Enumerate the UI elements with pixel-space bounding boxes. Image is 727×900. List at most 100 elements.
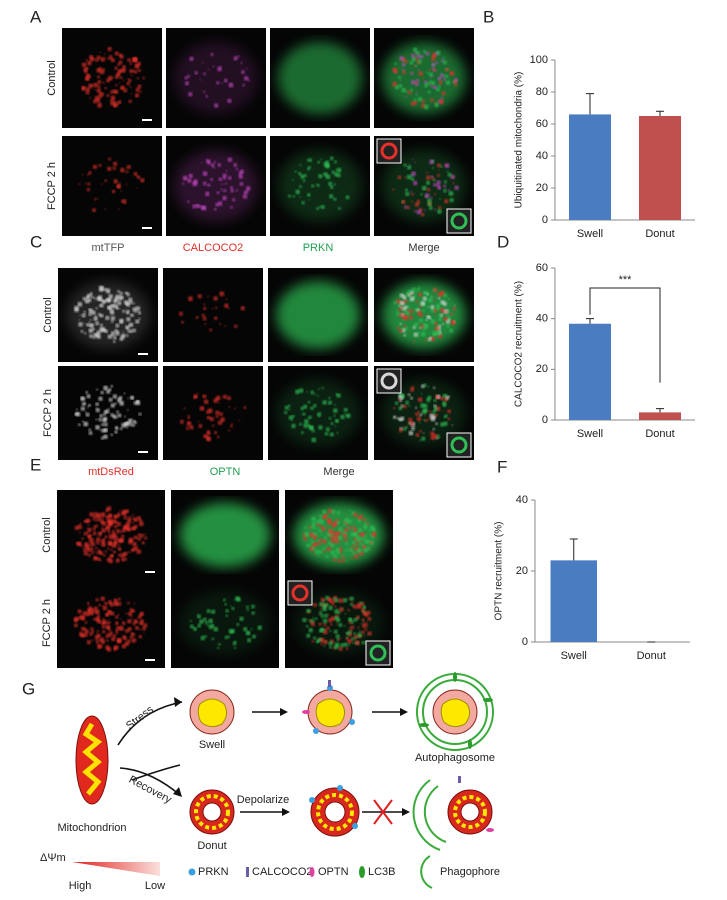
organelle-signal (92, 617, 96, 621)
inset-signal (369, 644, 387, 662)
organelle-signal (128, 324, 132, 327)
micrograph (62, 28, 162, 128)
organelle-signal (132, 609, 136, 613)
micrograph (374, 28, 474, 128)
column-label: Merge (323, 466, 354, 478)
organelle-signal (123, 515, 128, 520)
organelle-signal (89, 512, 94, 517)
organelle-signal (440, 96, 444, 100)
organelle-signal (347, 609, 350, 612)
organelle-signal (392, 67, 398, 73)
organelle-signal (81, 626, 86, 631)
organelle-signal (200, 635, 206, 641)
organelle-signal (82, 615, 86, 618)
organelle-signal (108, 533, 112, 537)
organelle-signal (114, 51, 119, 56)
organelle-signal (138, 521, 144, 527)
panel-letter: G (22, 679, 35, 698)
micrograph (374, 268, 474, 362)
organelle-signal (302, 533, 306, 537)
organelle-signal (121, 69, 125, 72)
organelle-signal (240, 306, 245, 311)
organelle-signal (426, 175, 431, 180)
organelle-signal (405, 60, 409, 64)
organelle-signal (102, 81, 105, 84)
organelle-signal (404, 205, 408, 209)
organelle-signal (413, 180, 418, 186)
organelle-signal (434, 326, 440, 331)
organelle-signal (114, 520, 118, 525)
micrograph (268, 366, 368, 460)
organelle-signal (336, 618, 341, 623)
organelle-signal (437, 209, 442, 214)
organelle-signal (85, 76, 90, 81)
organelle-signal (236, 55, 240, 59)
organelle-signal (110, 548, 113, 551)
potential-label: ΔΨm (40, 852, 66, 864)
organelle-signal (328, 618, 333, 623)
organelle-signal (233, 163, 238, 167)
organelle-signal (101, 521, 107, 526)
organelle-signal (138, 628, 141, 631)
organelle-signal (329, 629, 332, 633)
organelle-signal (142, 76, 145, 80)
organelle-signal (128, 78, 132, 83)
organelle-signal (219, 291, 225, 297)
organelle-signal (353, 634, 358, 639)
organelle-signal (141, 541, 144, 544)
x-tick-label: Swell (577, 428, 603, 440)
organelle-signal (126, 518, 132, 523)
organelle-signal (328, 396, 331, 400)
organelle-signal (127, 397, 129, 400)
organelle-signal (95, 306, 98, 310)
organelle-signal (82, 545, 85, 548)
organelle-signal (449, 71, 455, 77)
organelle-signal (400, 327, 404, 330)
organelle-signal (117, 413, 122, 418)
cytosol-signal (382, 281, 466, 349)
organelle-signal (412, 325, 416, 329)
organelle-signal (431, 338, 435, 342)
organelle-signal (430, 175, 434, 178)
organelle-signal (94, 546, 98, 550)
organelle-signal (303, 404, 308, 409)
organelle-signal (95, 408, 100, 413)
organelle-signal (86, 187, 91, 192)
column-label: OPTN (210, 466, 241, 478)
organelle-signal (90, 545, 93, 548)
organelle-signal (247, 638, 252, 643)
organelle-signal (238, 419, 241, 422)
organelle-signal (311, 525, 315, 529)
organelle-signal (101, 526, 104, 529)
organelle-signal (330, 534, 333, 537)
organelle-signal (107, 166, 112, 172)
organelle-signal (408, 315, 414, 320)
organelle-signal (423, 383, 427, 387)
organelle-signal (112, 76, 115, 79)
organelle-signal (224, 635, 229, 640)
organelle-signal (189, 425, 194, 430)
organelle-signal (99, 414, 103, 418)
high-label: High (69, 880, 92, 892)
organelle-signal (92, 164, 98, 170)
organelle-signal (218, 643, 221, 646)
organelle-signal (104, 86, 107, 90)
organelle-signal (325, 427, 330, 432)
bar (639, 116, 681, 220)
organelle-signal (335, 419, 339, 423)
organelle-signal (439, 197, 442, 200)
organelle-signal (123, 202, 127, 205)
organelle-signal (232, 198, 236, 202)
legend-swatch (246, 867, 249, 877)
organelle-signal (233, 56, 238, 61)
organelle-signal (81, 313, 86, 318)
y-tick-label: 20 (536, 363, 548, 375)
lc3b (419, 723, 429, 727)
micrograph (285, 578, 393, 668)
organelle-signal (117, 597, 121, 601)
organelle-signal (347, 597, 351, 600)
row-label: Control (46, 60, 58, 95)
organelle-signal (430, 319, 436, 324)
organelle-signal (318, 622, 322, 626)
organelle-signal (416, 50, 420, 55)
